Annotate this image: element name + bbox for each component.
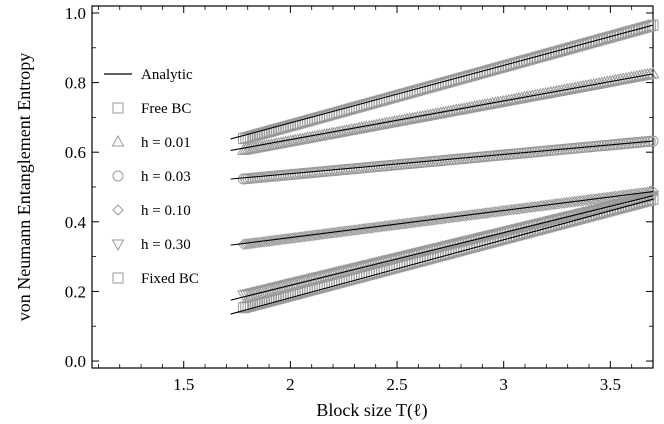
- legend-swatch-marker: [112, 204, 124, 216]
- y-tick-label: 0.6: [65, 143, 86, 162]
- axis-ticks: [92, 6, 654, 368]
- y-tick-label: 1.0: [65, 4, 86, 23]
- marker-h-0-01: [643, 67, 657, 79]
- marker-fixed-bc: [647, 193, 659, 205]
- axis-tick-labels: 1.5 2 2.5 3 3.5 0.0 0.2 0.4 0.6 0.8 1.0: [65, 4, 621, 394]
- x-tick-label: 3: [499, 375, 508, 394]
- legend-label: h = 0.10: [141, 203, 191, 219]
- legend-label: h = 0.30: [141, 237, 191, 253]
- legend: Analytic Free BC h = 0.01 h = 0.03 h = 0.10 h…: [104, 67, 199, 287]
- legend-swatch-marker: [112, 272, 124, 284]
- legend-swatch-marker: [111, 134, 125, 147]
- x-tick-label: 2.5: [386, 375, 407, 394]
- plot-frame: [91, 5, 654, 369]
- y-tick-label: 0.2: [65, 282, 86, 301]
- marker-free-bc: [647, 19, 659, 31]
- legend-swatch-marker: [112, 102, 124, 114]
- y-tick-label: 0.8: [65, 74, 86, 93]
- y-tick-label: 0.4: [65, 213, 87, 232]
- x-axis-title: Block size T(ℓ): [316, 400, 427, 421]
- analytic-line: [230, 195, 654, 301]
- y-axis-title: von Neumann Entanglement Entropy: [14, 53, 34, 321]
- analytic-line: [230, 24, 654, 140]
- x-tick-label: 2: [286, 375, 295, 394]
- legend-swatch-marker: [112, 170, 124, 182]
- legend-label: h = 0.01: [141, 135, 191, 151]
- legend-label: Analytic: [141, 67, 193, 83]
- legend-label: Fixed BC: [141, 271, 199, 287]
- y-tick-label: 0.0: [65, 352, 86, 371]
- x-tick-label: 3.5: [600, 375, 621, 394]
- legend-swatch-marker: [111, 239, 125, 252]
- analytic-line: [230, 190, 654, 246]
- data-markers: [237, 19, 660, 314]
- analytic-line: [230, 73, 654, 151]
- analytic-line: [230, 198, 654, 315]
- legend-label: h = 0.03: [141, 169, 191, 185]
- analytic-line: [230, 140, 654, 180]
- marker-free-bc: [644, 20, 656, 32]
- marker-h-0-01: [646, 66, 660, 79]
- marker-fixed-bc: [644, 194, 656, 206]
- x-tick-label: 1.5: [173, 375, 194, 394]
- legend-label: Free BC: [141, 101, 191, 117]
- analytic-lines: [230, 24, 654, 315]
